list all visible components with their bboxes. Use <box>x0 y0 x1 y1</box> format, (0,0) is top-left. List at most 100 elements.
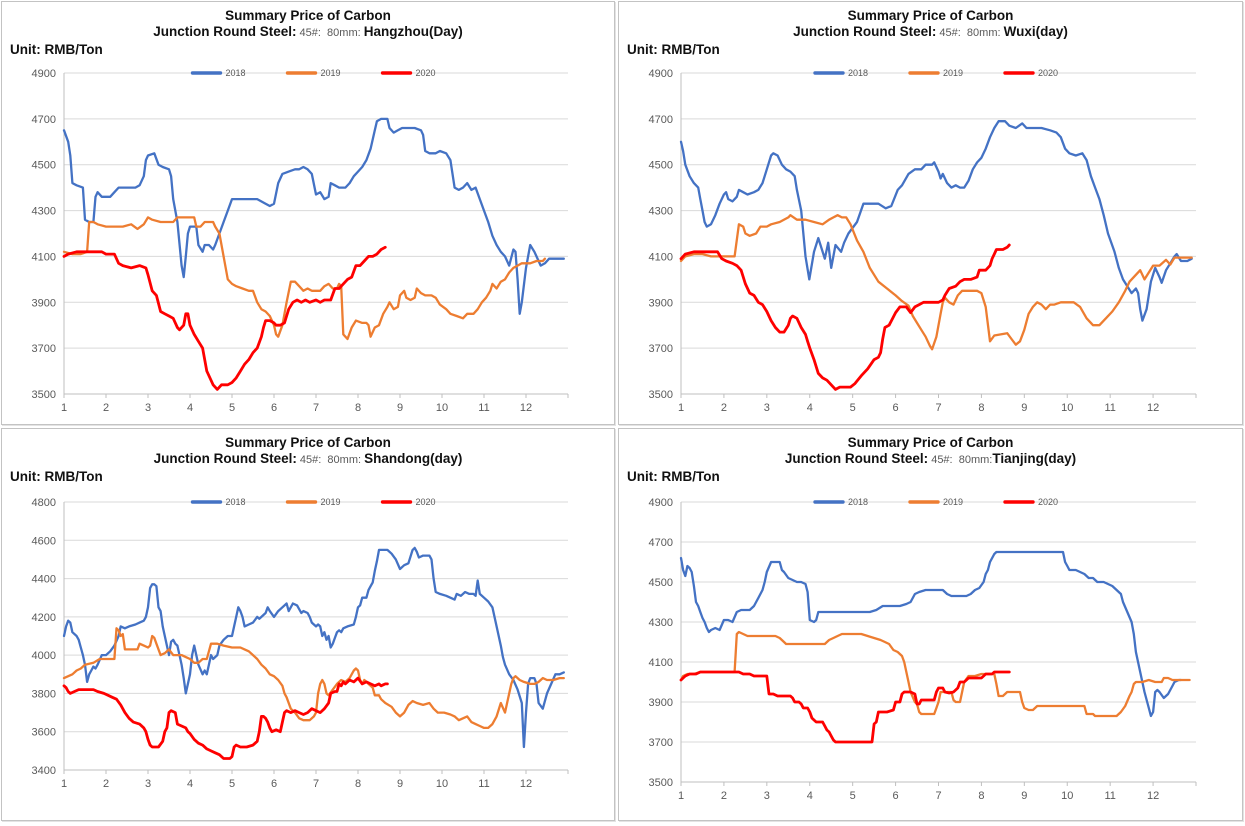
x-axis-tick-label: 3 <box>145 778 151 790</box>
series-line-2019 <box>62 216 547 341</box>
y-axis-tick-label: 4300 <box>32 206 56 218</box>
chart-title-line2: Junction Round Steel: 45#: 80mm: Wuxi(da… <box>619 24 1242 41</box>
legend-label-2019: 2019 <box>943 68 963 78</box>
x-axis-tick-label: 1 <box>61 402 67 414</box>
chart-title-line1: Summary Price of Carbon <box>847 8 1014 23</box>
chart-panel-hangzhou: Summary Price of Carbon Junction Round S… <box>1 1 615 425</box>
chart-subtitle-spec: 45#: 80mm: <box>928 454 993 466</box>
y-axis-tick-label: 3900 <box>649 297 673 309</box>
x-axis-tick-label: 6 <box>271 778 277 790</box>
chart-subtitle-city: Wuxi(day) <box>1003 24 1068 39</box>
x-axis-tick-label: 2 <box>103 778 109 790</box>
y-axis-tick-label: 4600 <box>32 535 56 547</box>
x-axis-tick-label: 8 <box>355 402 361 414</box>
legend-label-2018: 2018 <box>226 68 246 78</box>
x-axis-tick-label: 5 <box>229 778 235 790</box>
chart-subtitle-product: Junction Round Steel: <box>153 451 297 466</box>
legend-label-2019: 2019 <box>321 68 341 78</box>
unit-label: Unit: RMB/Ton <box>10 42 103 57</box>
x-axis-tick-label: 9 <box>397 402 403 414</box>
x-axis-tick-label: 10 <box>436 402 448 414</box>
series-line-2018 <box>679 120 1193 322</box>
x-axis-tick-label: 1 <box>678 402 684 414</box>
y-axis-tick-label: 4100 <box>649 657 673 669</box>
legend-label-2018: 2018 <box>226 497 246 507</box>
x-axis-tick-label: 7 <box>935 402 941 414</box>
legend-label-2019: 2019 <box>943 497 963 507</box>
x-axis-tick-label: 5 <box>850 790 856 802</box>
series-line-2020 <box>62 245 387 391</box>
unit-label: Unit: RMB/Ton <box>627 469 720 484</box>
legend-label-2020: 2020 <box>1038 68 1058 78</box>
y-axis-tick-label: 3900 <box>32 297 56 309</box>
series-line-2019 <box>679 214 1193 351</box>
y-axis-tick-label: 4500 <box>649 160 673 172</box>
legend-label-2019: 2019 <box>321 497 341 507</box>
chart-subtitle-spec: 45#: 80mm: <box>296 454 365 466</box>
y-axis-tick-label: 4300 <box>649 617 673 629</box>
x-axis-tick-label: 9 <box>1021 790 1027 802</box>
y-axis-tick-label: 3500 <box>649 777 673 789</box>
y-axis-tick-label: 3700 <box>649 737 673 749</box>
x-axis-tick-label: 12 <box>1147 402 1159 414</box>
y-axis-tick-label: 4700 <box>32 114 56 126</box>
x-axis-tick-label: 6 <box>893 402 899 414</box>
x-axis-tick-label: 4 <box>807 790 813 802</box>
x-axis-tick-label: 3 <box>764 790 770 802</box>
y-axis-tick-label: 3800 <box>32 688 56 700</box>
x-axis-tick-label: 11 <box>478 778 489 790</box>
x-axis-tick-label: 8 <box>978 402 984 414</box>
y-axis-tick-label: 4300 <box>649 206 673 218</box>
y-axis-tick-label: 4100 <box>649 251 673 263</box>
x-axis-tick-label: 7 <box>935 790 941 802</box>
x-axis-tick-label: 6 <box>271 402 277 414</box>
chart-subtitle-spec: 45#: 80mm: <box>936 27 1004 39</box>
x-axis-tick-label: 5 <box>229 402 235 414</box>
x-axis-tick-label: 12 <box>520 778 532 790</box>
series-line-2019 <box>679 630 1191 718</box>
legend-label-2020: 2020 <box>416 497 436 507</box>
series-line-2018 <box>679 550 1183 718</box>
x-axis-tick-label: 4 <box>807 402 813 414</box>
unit-label: Unit: RMB/Ton <box>10 469 103 484</box>
x-axis-tick-label: 10 <box>1061 402 1073 414</box>
y-axis-tick-label: 4700 <box>649 537 673 549</box>
chart-subtitle-city: Tianjing(day) <box>992 451 1077 466</box>
x-axis-tick-label: 10 <box>1061 790 1073 802</box>
chart-title-line1: Summary Price of Carbon <box>225 8 391 23</box>
x-axis-tick-label: 2 <box>721 402 727 414</box>
x-axis-tick-label: 2 <box>103 402 109 414</box>
y-axis-tick-label: 3400 <box>32 765 56 777</box>
x-axis-tick-label: 3 <box>145 402 151 414</box>
y-axis-tick-label: 3900 <box>649 697 673 709</box>
x-axis-tick-label: 11 <box>478 402 489 414</box>
x-axis-tick-label: 12 <box>520 402 532 414</box>
chart-title-line1: Summary Price of Carbon <box>225 435 391 450</box>
x-axis-tick-label: 10 <box>436 778 448 790</box>
x-axis-tick-label: 9 <box>1021 402 1027 414</box>
legend-label-2018: 2018 <box>848 68 868 78</box>
chart-subtitle-spec: 45#: 80mm: <box>296 27 364 39</box>
series-line-2020 <box>679 243 1011 391</box>
chart-title-line2: Junction Round Steel: 45#: 80mm:Tianjing… <box>619 451 1242 468</box>
legend-label-2018: 2018 <box>848 497 868 507</box>
chart-subtitle-city: Hangzhou(Day) <box>363 24 463 39</box>
chart-title-line1: Summary Price of Carbon <box>847 435 1014 450</box>
chart-subtitle-city: Shandong(day) <box>364 451 463 466</box>
series-line-2020 <box>679 670 1011 744</box>
x-axis-tick-label: 7 <box>313 402 319 414</box>
chart-title-line2: Junction Round Steel: 45#: 80mm: Hangzho… <box>2 24 614 41</box>
chart-panel-wuxi: Summary Price of Carbon Junction Round S… <box>618 1 1243 425</box>
unit-label: Unit: RMB/Ton <box>627 42 720 57</box>
y-axis-tick-label: 4800 <box>32 497 56 509</box>
series-line-2020 <box>62 676 389 760</box>
chart-panel-tianjing: Summary Price of Carbon Junction Round S… <box>618 428 1243 821</box>
x-axis-tick-label: 4 <box>187 402 193 414</box>
series-line-2018 <box>62 546 565 749</box>
chart-panel-shandong: Summary Price of Carbon Junction Round S… <box>1 428 615 821</box>
y-axis-tick-label: 4200 <box>32 612 56 624</box>
y-axis-tick-label: 4500 <box>649 577 673 589</box>
